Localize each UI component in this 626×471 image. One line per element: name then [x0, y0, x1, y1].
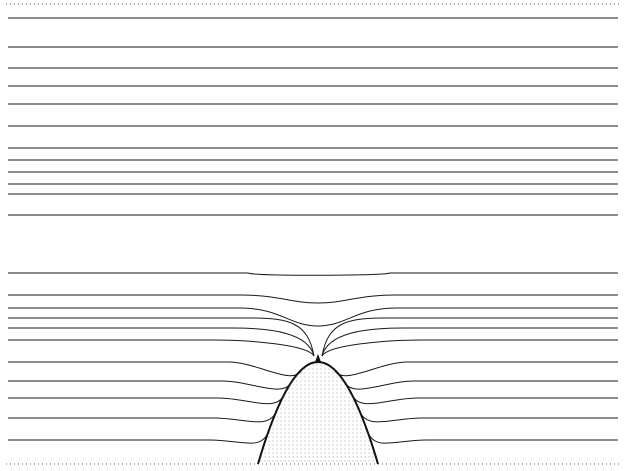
streamline: [8, 340, 314, 356]
peak-spike: [315, 354, 321, 362]
page: (() => { const NS = 'http://www.w3.org/2…: [0, 0, 626, 471]
streamline: [8, 362, 302, 376]
streamline: [8, 381, 292, 389]
flow-figure: [0, 0, 626, 471]
streamline: [322, 318, 618, 356]
streamline: [8, 273, 618, 275]
streamline: [8, 395, 284, 404]
streamline: [322, 328, 618, 356]
streamline: [8, 318, 314, 356]
streamline: [334, 362, 618, 376]
streamline: [8, 433, 268, 443]
streamline: [8, 295, 618, 303]
upper-panel: [8, 18, 618, 215]
streamline: [368, 433, 618, 443]
streamline: [322, 340, 618, 356]
streamline: [352, 395, 618, 404]
streamline: [344, 381, 618, 389]
streamline: [8, 328, 314, 356]
streamline: [360, 412, 618, 422]
streamline: [8, 308, 618, 326]
lower-panel: [8, 273, 618, 464]
streamline: [8, 412, 276, 422]
